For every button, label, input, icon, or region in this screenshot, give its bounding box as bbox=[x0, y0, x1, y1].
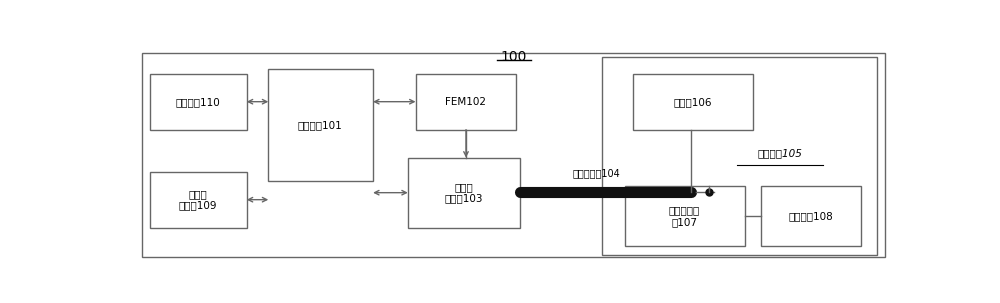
Text: 阻抗传输线104: 阻抗传输线104 bbox=[572, 168, 620, 178]
Text: 存储模块110: 存储模块110 bbox=[175, 97, 220, 107]
Bar bbox=[268, 69, 373, 181]
Text: 射频开关模
块107: 射频开关模 块107 bbox=[669, 205, 700, 227]
Text: 处理模块101: 处理模块101 bbox=[298, 120, 343, 130]
Text: 主动引
导芯片103: 主动引 导芯片103 bbox=[444, 182, 483, 204]
Text: FEM102: FEM102 bbox=[446, 97, 486, 107]
Text: 天线模块105: 天线模块105 bbox=[757, 148, 802, 158]
Bar bbox=[625, 186, 745, 246]
Text: 寄生组件108: 寄生组件108 bbox=[788, 211, 833, 221]
Bar bbox=[142, 53, 885, 257]
Text: 输入输
出模块109: 输入输 出模块109 bbox=[179, 189, 217, 211]
Bar bbox=[150, 172, 247, 228]
Bar bbox=[633, 74, 753, 130]
Text: 主天线106: 主天线106 bbox=[673, 97, 712, 107]
Bar bbox=[150, 74, 247, 130]
Bar bbox=[602, 57, 877, 255]
Bar bbox=[416, 74, 516, 130]
Bar bbox=[408, 158, 520, 228]
Text: 100: 100 bbox=[501, 50, 527, 64]
Bar bbox=[761, 186, 861, 246]
